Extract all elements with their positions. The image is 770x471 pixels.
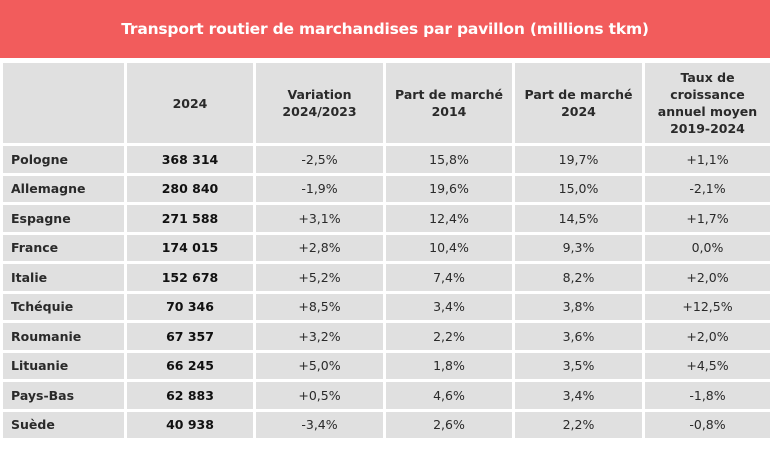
value-cell: -0,8% xyxy=(642,408,770,441)
country-cell: Pays-Bas xyxy=(0,379,127,412)
value-cell: 368 314 xyxy=(124,143,256,176)
value-cell: -2,1% xyxy=(642,172,770,205)
column-header: Part de marché 2024 xyxy=(512,60,645,146)
table-title: Transport routier de marchandises par pa… xyxy=(0,0,770,58)
value-cell: 10,4% xyxy=(383,231,515,264)
value-cell: 8,2% xyxy=(512,261,645,294)
value-cell: +12,5% xyxy=(642,290,770,323)
value-cell: +2,0% xyxy=(642,261,770,294)
value-cell: 2,6% xyxy=(383,408,515,441)
table-row: Pologne 368 314 -2,5% 15,8% 19,7% +1,1% xyxy=(0,143,770,176)
value-cell: 7,4% xyxy=(383,261,515,294)
country-cell: Suède xyxy=(0,408,127,441)
value-cell: 3,5% xyxy=(512,349,645,382)
table-row: Espagne 271 588 +3,1% 12,4% 14,5% +1,7% xyxy=(0,202,770,235)
value-cell: 14,5% xyxy=(512,202,645,235)
value-cell: 19,7% xyxy=(512,143,645,176)
value-cell: 1,8% xyxy=(383,349,515,382)
value-cell: 2,2% xyxy=(383,320,515,353)
value-cell: +0,5% xyxy=(253,379,386,412)
value-cell: 3,8% xyxy=(512,290,645,323)
header-row: 2024 Variation 2024/2023 Part de marché 20… xyxy=(0,60,770,146)
value-cell: 3,4% xyxy=(383,290,515,323)
value-cell: -3,4% xyxy=(253,408,386,441)
value-cell: 280 840 xyxy=(124,172,256,205)
value-cell: 12,4% xyxy=(383,202,515,235)
value-cell: 0,0% xyxy=(642,231,770,264)
table-row: Pays-Bas 62 883 +0,5% 4,6% 3,4% -1,8% xyxy=(0,379,770,412)
value-cell: +2,8% xyxy=(253,231,386,264)
table-row: France 174 015 +2,8% 10,4% 9,3% 0,0% xyxy=(0,231,770,264)
value-cell: 62 883 xyxy=(124,379,256,412)
column-header: Taux de croissance annuel moyen 2019-202… xyxy=(642,60,770,146)
country-cell: Italie xyxy=(0,261,127,294)
country-cell: Allemagne xyxy=(0,172,127,205)
value-cell: 152 678 xyxy=(124,261,256,294)
value-cell: 70 346 xyxy=(124,290,256,323)
value-cell: +4,5% xyxy=(642,349,770,382)
country-cell: Espagne xyxy=(0,202,127,235)
country-cell: Roumanie xyxy=(0,320,127,353)
table-row: Lituanie 66 245 +5,0% 1,8% 3,5% +4,5% xyxy=(0,349,770,382)
value-cell: 19,6% xyxy=(383,172,515,205)
value-cell: 66 245 xyxy=(124,349,256,382)
value-cell: 2,2% xyxy=(512,408,645,441)
country-cell: Tchéquie xyxy=(0,290,127,323)
value-cell: +5,2% xyxy=(253,261,386,294)
value-cell: 15,8% xyxy=(383,143,515,176)
value-cell: 40 938 xyxy=(124,408,256,441)
table-row: Italie 152 678 +5,2% 7,4% 8,2% +2,0% xyxy=(0,261,770,294)
value-cell: 9,3% xyxy=(512,231,645,264)
value-cell: +8,5% xyxy=(253,290,386,323)
table-row: Roumanie 67 357 +3,2% 2,2% 3,6% +2,0% xyxy=(0,320,770,353)
value-cell: 67 357 xyxy=(124,320,256,353)
value-cell: +3,1% xyxy=(253,202,386,235)
value-cell: -2,5% xyxy=(253,143,386,176)
value-cell: 3,4% xyxy=(512,379,645,412)
value-cell: -1,8% xyxy=(642,379,770,412)
column-header: Part de marché 2014 xyxy=(383,60,515,146)
value-cell: +1,1% xyxy=(642,143,770,176)
value-cell: +2,0% xyxy=(642,320,770,353)
value-cell: +1,7% xyxy=(642,202,770,235)
column-header xyxy=(0,60,127,146)
column-header: 2024 xyxy=(124,60,256,146)
value-cell: 3,6% xyxy=(512,320,645,353)
value-cell: -1,9% xyxy=(253,172,386,205)
value-cell: 271 588 xyxy=(124,202,256,235)
column-header: Variation 2024/2023 xyxy=(253,60,386,146)
table-row: Allemagne 280 840 -1,9% 19,6% 15,0% -2,1% xyxy=(0,172,770,205)
table-row: Tchéquie 70 346 +8,5% 3,4% 3,8% +12,5% xyxy=(0,290,770,323)
country-cell: Pologne xyxy=(0,143,127,176)
country-cell: France xyxy=(0,231,127,264)
value-cell: 4,6% xyxy=(383,379,515,412)
table-row: Suède 40 938 -3,4% 2,6% 2,2% -0,8% xyxy=(0,408,770,441)
value-cell: 174 015 xyxy=(124,231,256,264)
country-cell: Lituanie xyxy=(0,349,127,382)
data-table: 2024 Variation 2024/2023 Part de marché 20… xyxy=(0,60,770,441)
value-cell: +5,0% xyxy=(253,349,386,382)
value-cell: 15,0% xyxy=(512,172,645,205)
value-cell: +3,2% xyxy=(253,320,386,353)
